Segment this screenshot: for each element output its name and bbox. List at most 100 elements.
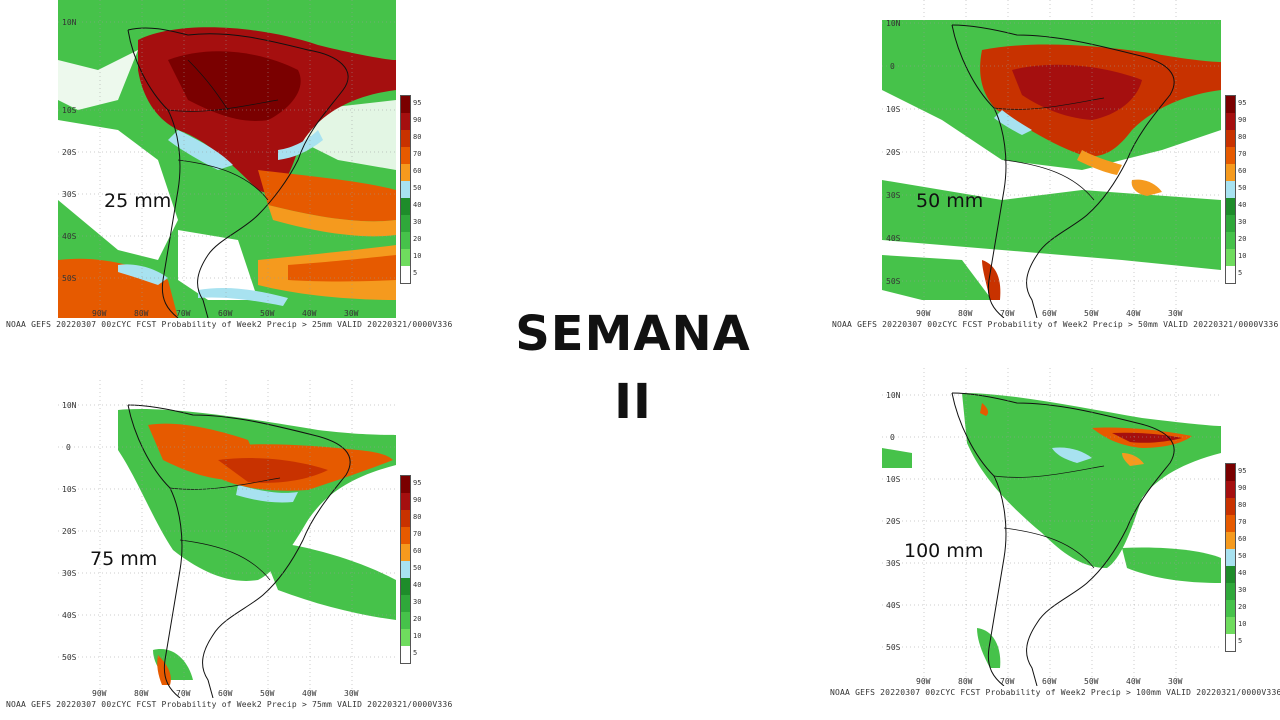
colorbar-swatch	[401, 476, 410, 493]
lon-tick: 40W	[302, 689, 317, 698]
colorbar-label: 50	[413, 564, 422, 572]
colorbar-label: 60	[1238, 535, 1247, 543]
colorbar-swatch	[401, 96, 410, 113]
colorbar-swatch	[401, 646, 410, 663]
colorbar-label: 50	[413, 184, 422, 192]
colorbar-swatch	[1226, 498, 1235, 515]
colorbar-label: 90	[413, 496, 422, 504]
map-caption: NOAA GEFS 20220307 00zCYC FCST Probabili…	[6, 700, 453, 709]
precip-field-50mm	[882, 0, 1221, 318]
lon-tick: 50W	[260, 689, 275, 698]
colorbar-label: 60	[413, 167, 422, 175]
lat-tick: 10N	[886, 19, 901, 28]
lat-tick: 30S	[62, 569, 77, 578]
colorbar-label: 30	[413, 218, 422, 226]
colorbar-label: 50	[1238, 552, 1247, 560]
lon-tick: 60W	[1042, 677, 1057, 686]
lat-tick: 0	[890, 433, 895, 442]
map-caption: NOAA GEFS 20220307 00zCYC FCST Probabili…	[832, 320, 1279, 329]
colorbar-swatch	[1226, 249, 1235, 266]
colorbar-label: 90	[1238, 484, 1247, 492]
lon-tick: 30W	[344, 309, 359, 318]
colorbar-label: 10	[413, 632, 422, 640]
colorbar-label: 70	[413, 530, 422, 538]
colorbar	[1225, 463, 1236, 652]
colorbar-swatch	[1226, 634, 1235, 651]
lon-tick: 40W	[1126, 309, 1141, 318]
colorbar-label: 40	[413, 581, 422, 589]
colorbar-swatch	[1226, 464, 1235, 481]
lat-tick: 20S	[62, 527, 77, 536]
colorbar-label: 70	[1238, 518, 1247, 526]
colorbar-label: 60	[1238, 167, 1247, 175]
colorbar-label: 10	[1238, 620, 1247, 628]
colorbar-label: 70	[1238, 150, 1247, 158]
lat-tick: 0	[66, 443, 71, 452]
lon-tick: 30W	[344, 689, 359, 698]
lon-tick: 60W	[218, 309, 233, 318]
colorbar-swatch	[1226, 549, 1235, 566]
map-50mm: 10N 0 10S 20S 30S 40S 50S 90W 80W 70W 60…	[882, 0, 1221, 318]
colorbar-swatch	[401, 510, 410, 527]
colorbar-swatch	[401, 578, 410, 595]
lon-tick: 90W	[92, 689, 107, 698]
lon-tick: 70W	[1000, 677, 1015, 686]
threshold-label: 50 mm	[916, 190, 984, 212]
lon-tick: 30W	[1168, 309, 1183, 318]
colorbar-swatch	[401, 113, 410, 130]
colorbar-label: 5	[413, 649, 418, 657]
map-100mm: 10N 0 10S 20S 30S 40S 50S 90W 80W 70W 60…	[882, 368, 1221, 686]
colorbar-swatch	[401, 232, 410, 249]
colorbar-label: 50	[1238, 184, 1247, 192]
lat-tick: 50S	[62, 653, 77, 662]
lat-tick: 50S	[886, 643, 901, 652]
colorbar-swatch	[401, 612, 410, 629]
map-25mm: 10N 10S 20S 30S 40S 50S 90W 80W 70W 60W …	[58, 0, 396, 318]
lat-tick: 10S	[62, 106, 77, 115]
colorbar-label: 30	[413, 598, 422, 606]
colorbar-swatch	[1226, 566, 1235, 583]
map-caption: NOAA GEFS 20220307 00zCYC FCST Probabili…	[6, 320, 453, 329]
lat-tick: 30S	[886, 191, 901, 200]
lat-tick: 10N	[62, 18, 77, 27]
lon-tick: 80W	[134, 689, 149, 698]
lon-tick: 60W	[218, 689, 233, 698]
colorbar-swatch	[1226, 215, 1235, 232]
lat-tick: 30S	[62, 190, 77, 199]
lon-tick: 50W	[1084, 309, 1099, 318]
colorbar-swatch	[401, 147, 410, 164]
colorbar-label: 80	[413, 133, 422, 141]
colorbar-swatch	[1226, 198, 1235, 215]
colorbar-swatch	[401, 561, 410, 578]
colorbar-swatch	[1226, 113, 1235, 130]
lat-tick: 30S	[886, 559, 901, 568]
colorbar-swatch	[1226, 532, 1235, 549]
colorbar-label: 95	[413, 479, 422, 487]
colorbar-label: 95	[413, 99, 422, 107]
colorbar-swatch	[401, 266, 410, 283]
colorbar-swatch	[401, 249, 410, 266]
colorbar-swatch	[401, 629, 410, 646]
colorbar-swatch	[401, 215, 410, 232]
colorbar-label: 20	[1238, 235, 1247, 243]
colorbar-swatch	[401, 544, 410, 561]
colorbar-label: 40	[413, 201, 422, 209]
colorbar-swatch	[1226, 266, 1235, 283]
colorbar-label: 30	[1238, 218, 1247, 226]
colorbar-swatch	[401, 493, 410, 510]
colorbar-label: 10	[1238, 252, 1247, 260]
colorbar-swatch	[401, 181, 410, 198]
colorbar-swatch	[1226, 96, 1235, 113]
lat-tick: 20S	[886, 148, 901, 157]
title-week-number: II	[614, 374, 652, 430]
colorbar-label: 5	[1238, 269, 1243, 277]
lon-tick: 70W	[176, 309, 191, 318]
colorbar-label: 20	[413, 615, 422, 623]
colorbar-label: 70	[413, 150, 422, 158]
colorbar-swatch	[1226, 583, 1235, 600]
lat-tick: 40S	[62, 232, 77, 241]
lat-tick: 0	[890, 62, 895, 71]
colorbar	[400, 475, 411, 664]
colorbar-label: 90	[413, 116, 422, 124]
colorbar-swatch	[401, 164, 410, 181]
